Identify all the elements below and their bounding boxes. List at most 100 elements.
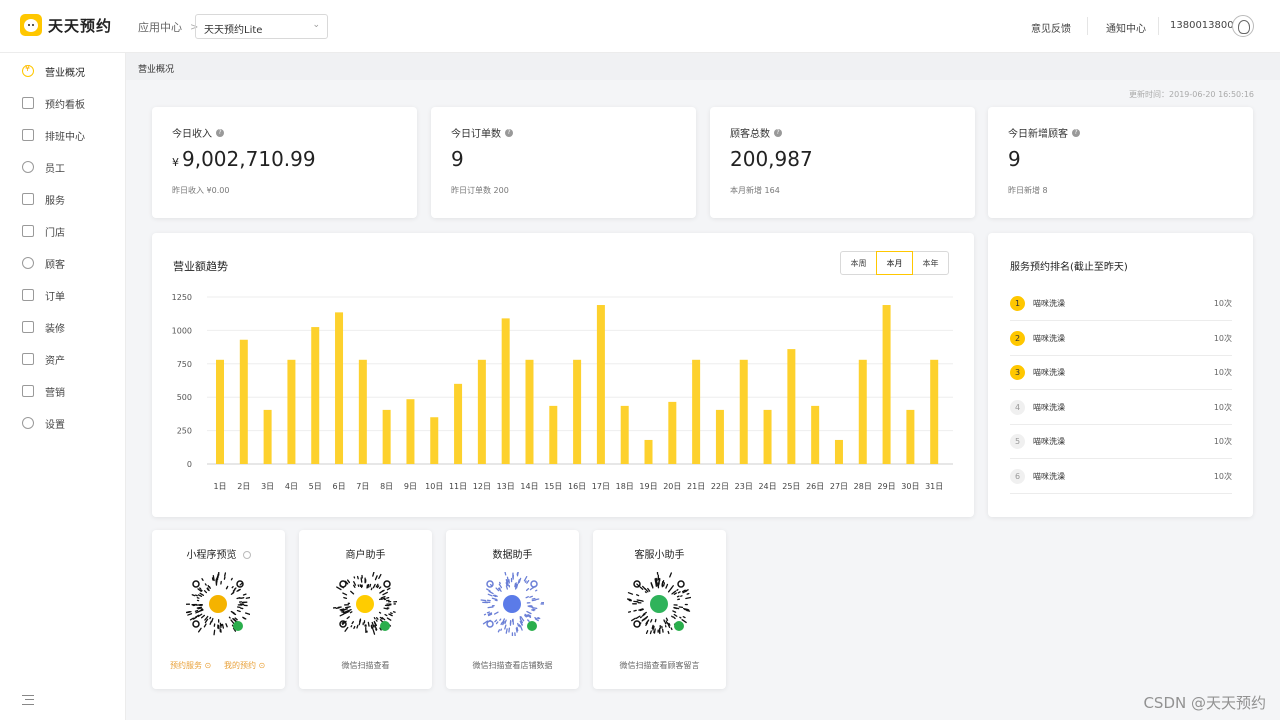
qr-dot [386,587,391,591]
qr-dot [665,617,669,621]
qr-dot [519,616,522,619]
qr-dot [526,614,532,618]
qr-dot [526,610,532,615]
sidebar-item-assets[interactable]: 资产 [0,343,126,375]
sidebar-item-schedule[interactable]: 排班中心 [0,119,126,151]
qr-caption: 微信扫描查看顾客留言 [619,661,700,670]
collapse-sidebar-icon[interactable] [22,695,34,705]
qr-dot [518,577,522,583]
qr-dot [531,606,538,610]
tab-month[interactable]: 本月 [876,251,913,275]
help-icon[interactable]: ? [505,128,513,137]
qr-dot [518,624,521,628]
brand-logo[interactable]: 天天预约 [20,14,112,36]
bar [549,405,558,464]
qr-dot [498,587,501,590]
qr-dot [650,582,654,588]
app-selector[interactable]: 天天预约Lite ⌄ [195,14,328,39]
help-icon[interactable]: ? [1072,128,1080,137]
info-icon[interactable] [242,551,251,559]
page-title: 营业概况 [138,65,175,75]
x-tick-label: 14日 [520,482,538,491]
ranking-row[interactable]: 5 喵咪洗澡 10次 [1010,424,1232,459]
qr-dot [505,582,508,587]
sidebar-item-decoration[interactable]: 装修 [0,311,126,343]
qr-dot [635,615,641,619]
service-assistant-qr-code[interactable] [627,572,691,636]
qr-dot [642,611,647,616]
qr-dot [353,581,357,586]
qr-dot [639,586,644,590]
my-bookings-link[interactable]: 我的预约 ⊙ [224,661,266,670]
bar [787,349,796,464]
qr-dot [636,599,643,602]
ranking-row[interactable]: 4 喵咪洗澡 10次 [1010,390,1232,425]
sidebar-item-marketing[interactable]: 营销 [0,375,126,407]
sidebar-item-overview[interactable]: 营业概况 [0,55,126,87]
sidebar-item-customers[interactable]: 顾客 [0,247,126,279]
qr-dot [197,588,202,592]
qr-dot [526,579,530,584]
tab-week[interactable]: 本周 [840,251,877,275]
sidebar-item-label: 资产 [45,355,65,367]
qr-dot [232,589,236,592]
bar [834,439,843,464]
qr-dot [665,583,669,589]
bar-chart-icon [22,97,34,109]
qr-dot [199,592,205,596]
ranking-row[interactable]: 6 喵咪洗澡 10次 [1010,459,1232,494]
qr-dot [671,590,677,595]
stat-card-total-customers: 顾客总数? 200,987 本月新增 164 [710,107,975,218]
notification-center-link[interactable]: 通知中心 [1106,24,1146,35]
shirt-icon [22,321,34,333]
bar [382,409,391,464]
rank-service-name: 喵咪洗澡 [1033,471,1065,481]
merchant-assistant-qr-code[interactable] [333,572,397,636]
sidebar-item-booking-board[interactable]: 预约看板 [0,87,126,119]
qr-dot [336,586,342,591]
qr-dot [347,579,351,584]
sidebar-item-settings[interactable]: 设置 [0,407,126,439]
bar [430,417,439,464]
crumb-app-center[interactable]: 应用中心 [138,21,182,34]
qr-dot [493,611,499,615]
qr-dot [211,617,214,623]
ranking-row[interactable]: 3 喵咪洗澡 10次 [1010,355,1232,390]
data-assistant-qr-code[interactable] [480,572,544,636]
qr-dot [504,619,507,625]
qr-dot [236,597,241,600]
ranking-row[interactable]: 2 喵咪洗澡 10次 [1010,321,1232,356]
qr-dot [645,622,648,626]
qr-dot [225,623,228,628]
qr-dot [495,587,500,592]
bar [906,409,915,464]
qr-dot [225,585,229,590]
qr-dot [353,625,356,630]
tab-year[interactable]: 本年 [912,251,949,275]
ranking-row[interactable]: 1 喵咪洗澡 10次 [1010,286,1232,321]
help-icon[interactable]: ? [774,128,782,137]
qr-dot [520,616,525,622]
sidebar-item-orders[interactable]: 订单 [0,279,126,311]
qr-dot [201,578,204,581]
qr-dot [531,597,536,600]
avatar[interactable] [1232,15,1254,37]
sidebar-item-staff[interactable]: 员工 [0,151,126,183]
qr-dot [381,616,386,621]
sidebar-item-label: 排班中心 [45,131,85,143]
qr-dot [342,592,348,596]
help-icon[interactable]: ? [216,128,224,137]
miniprogram-qr-code[interactable] [186,572,250,636]
sidebar-item-stores[interactable]: 门店 [0,215,126,247]
bar [930,359,939,464]
stat-subtext: 昨日订单数 200 [451,186,509,195]
account-phone[interactable]: 13800138000 [1170,20,1240,31]
qr-dot [480,599,487,602]
sidebar-item-services[interactable]: 服务 [0,183,126,215]
qr-dot [240,597,245,599]
feedback-link[interactable]: 意见反馈 [1031,24,1071,35]
stat-card-new-customers: 今日新增顾客? 9 昨日新增 8 [988,107,1253,218]
sidebar-item-label: 营销 [45,387,65,399]
book-service-link[interactable]: 预约服务 ⊙ [170,661,212,670]
qr-dot [372,583,376,589]
